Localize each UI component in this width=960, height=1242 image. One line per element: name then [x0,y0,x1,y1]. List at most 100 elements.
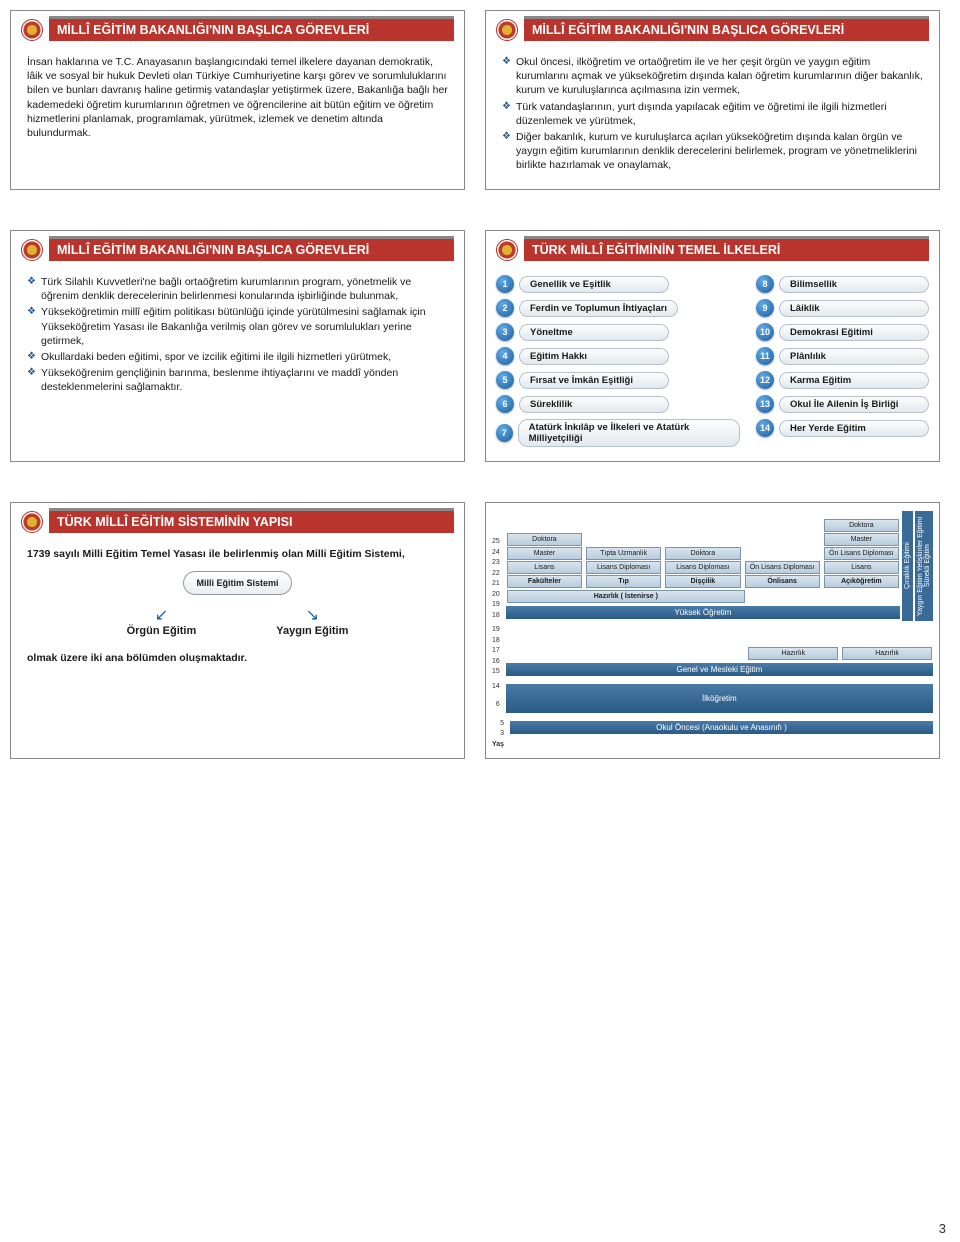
list-item: Diğer bakanlık, kurum ve kuruluşlarca aç… [502,130,923,173]
edu-block: Fakülteler [507,575,582,588]
branch-right: Yaygın Eğitim [276,625,348,637]
edu-block: Ön Lisans Diploması [824,547,899,560]
branch-left: Örgün Eğitim [127,625,197,637]
slide-2: MİLLÎ EĞİTİM BAKANLIĞI'NIN BAŞLICA GÖREV… [485,10,940,190]
pill-number: 12 [756,371,774,389]
pill-label: Eğitim Hakkı [519,348,669,365]
slide-header: MİLLÎ EĞİTİM BAKANLIĞI'NIN BAŞLICA GÖREV… [21,239,454,261]
band-genel: Genel ve Mesleki Eğitim [506,663,933,676]
slide-6: 2524232221201918 DoktoraMasterLisansFakü… [485,502,940,759]
principle-pill: 6 Süreklilik [496,395,740,413]
principle-pill: 3 Yöneltme [496,323,740,341]
slide-title: MİLLÎ EĞİTİM BAKANLIĞI'NIN BAŞLICA GÖREV… [49,239,454,261]
band-yuksek: Yüksek Öğretim [506,606,900,619]
edu-block: Doktora [665,547,740,560]
slide-header: TÜRK MİLLÎ EĞİTİMİNİN TEMEL İLKELERİ [496,239,929,261]
principle-pill: 8 Bilimsellik [756,275,929,293]
list-item: Yükseköğretimin millî eğitim politikası … [27,305,448,348]
pill-number: 13 [756,395,774,413]
principles-left: 1 Genellik ve Eşitlik 2 Ferdin ve Toplumun … [496,275,740,447]
principle-pill: 11 Plânlılık [756,347,929,365]
pill-label: Her Yerde Eğitim [779,420,929,437]
edu-block: Açıköğretim [824,575,899,588]
band-ilk: İlköğretim [506,684,933,713]
pill-label: Bilimsellik [779,276,929,293]
vert-label-yaygin: Yaygın Eğitim Yetişkinler Eğitimi Sürekl… [915,511,933,621]
lead-text: 1739 sayılı Milli Eğitim Temel Yasası il… [21,547,454,561]
list-item: Yükseköğrenim gençliğinin barınma, besle… [27,366,448,394]
arrow-down-icon: ↘ [276,605,348,625]
pill-label: Süreklilik [519,396,669,413]
edu-block: Hazırlık [748,647,838,660]
edu-block: Lisans Diploması [665,561,740,574]
pill-number: 1 [496,275,514,293]
edu-block: Dişçilik [665,575,740,588]
edu-block: Doktora [507,533,582,546]
edu-block: Lisans Diploması [586,561,661,574]
education-system-chart: 2524232221201918 DoktoraMasterLisansFakü… [492,511,933,750]
age-axis: 2524232221201918 [492,537,504,621]
pill-label: Plânlılık [779,348,929,365]
bullet-list: Okul öncesi, ilköğretim ve ortaöğretim i… [496,55,929,172]
edu-block: Ön Lisans Diploması [745,561,820,574]
slide-header: MİLLÎ EĞİTİM BAKANLIĞI'NIN BAŞLICA GÖREV… [21,19,454,41]
slide-4: TÜRK MİLLÎ EĞİTİMİNİN TEMEL İLKELERİ 1 Ge… [485,230,940,462]
slide-header: TÜRK MİLLÎ EĞİTİM SİSTEMİNİN YAPISI [21,511,454,533]
vert-label-ciraklik: Çıraklık Eğitimi [902,511,913,621]
slide-3: MİLLÎ EĞİTİM BAKANLIĞI'NIN BAŞLICA GÖREV… [10,230,465,462]
pill-label: Demokrasi Eğitimi [779,324,929,341]
principle-pill: 7 Atatürk İnkılâp ve İlkeleri ve Atatürk … [496,419,740,447]
slide-1: MİLLÎ EĞİTİM BAKANLIĞI'NIN BAŞLICA GÖREV… [10,10,465,190]
meb-logo-icon [21,511,43,533]
age-axis: 53Yaş [492,719,508,751]
age-axis: 1918171615 [492,625,504,678]
band-okul: Okul Öncesi (Anaokulu ve Anasınıfı ) [510,721,933,734]
principle-pill: 1 Genellik ve Eşitlik [496,275,740,293]
pill-number: 5 [496,371,514,389]
principle-pill: 9 Lâiklik [756,299,929,317]
pill-number: 11 [756,347,774,365]
pill-number: 7 [496,424,513,442]
pill-label: Lâiklik [779,300,929,317]
edu-block: Hazırlık ( İstenirse ) [507,590,745,603]
list-item: Okul öncesi, ilköğretim ve ortaöğretim i… [502,55,923,98]
pill-label: Genellik ve Eşitlik [519,276,669,293]
meb-logo-icon [21,19,43,41]
page-number: 3 [939,1221,946,1236]
principle-pill: 13 Okul İle Ailenin İş Birliği [756,395,929,413]
edu-block: Master [507,547,582,560]
edu-block: Lisans [507,561,582,574]
meb-logo-icon [21,239,43,261]
pill-number: 3 [496,323,514,341]
list-item: Türk vatandaşlarının, yurt dışında yapıl… [502,100,923,128]
pill-label: Karma Eğitim [779,372,929,389]
principles-right: 8 Bilimsellik 9 Lâiklik 10 Demokrasi Eğitimi 1… [756,275,929,447]
pill-number: 6 [496,395,514,413]
pill-label: Atatürk İnkılâp ve İlkeleri ve Atatürk M… [518,419,740,447]
pill-number: 2 [496,299,514,317]
pill-label: Ferdin ve Toplumun İhtiyaçları [519,300,678,317]
meb-logo-icon [496,239,518,261]
age-axis: 146 [492,682,504,715]
principle-pill: 14 Her Yerde Eğitim [756,419,929,437]
list-item: Türk Silahlı Kuvvetleri'ne bağlı ortaöğr… [27,275,448,303]
list-item: Okullardaki beden eğitimi, spor ve izcil… [27,350,448,364]
pill-label: Yöneltme [519,324,669,341]
principle-pill: 12 Karma Eğitim [756,371,929,389]
slide-header: MİLLÎ EĞİTİM BAKANLIĞI'NIN BAŞLICA GÖREV… [496,19,929,41]
pill-label: Okul İle Ailenin İş Birliği [779,396,929,413]
slide-5: TÜRK MİLLÎ EĞİTİM SİSTEMİNİN YAPISI 1739… [10,502,465,759]
meb-logo-icon [496,19,518,41]
pill-number: 10 [756,323,774,341]
pill-number: 4 [496,347,514,365]
slide-title: MİLLÎ EĞİTİM BAKANLIĞI'NIN BAŞLICA GÖREV… [49,19,454,41]
pill-number: 9 [756,299,774,317]
system-diagram: Milli Eğitim Sistemi [21,571,454,595]
principles-columns: 1 Genellik ve Eşitlik 2 Ferdin ve Toplumun … [496,275,929,447]
slide-title: TÜRK MİLLÎ EĞİTİM SİSTEMİNİN YAPISI [49,511,454,533]
slide-title: TÜRK MİLLÎ EĞİTİMİNİN TEMEL İLKELERİ [524,239,929,261]
bullet-list: Türk Silahlı Kuvvetleri'ne bağlı ortaöğr… [21,275,454,394]
pill-number: 8 [756,275,774,293]
pill-number: 14 [756,419,774,437]
center-node: Milli Eğitim Sistemi [183,571,291,595]
